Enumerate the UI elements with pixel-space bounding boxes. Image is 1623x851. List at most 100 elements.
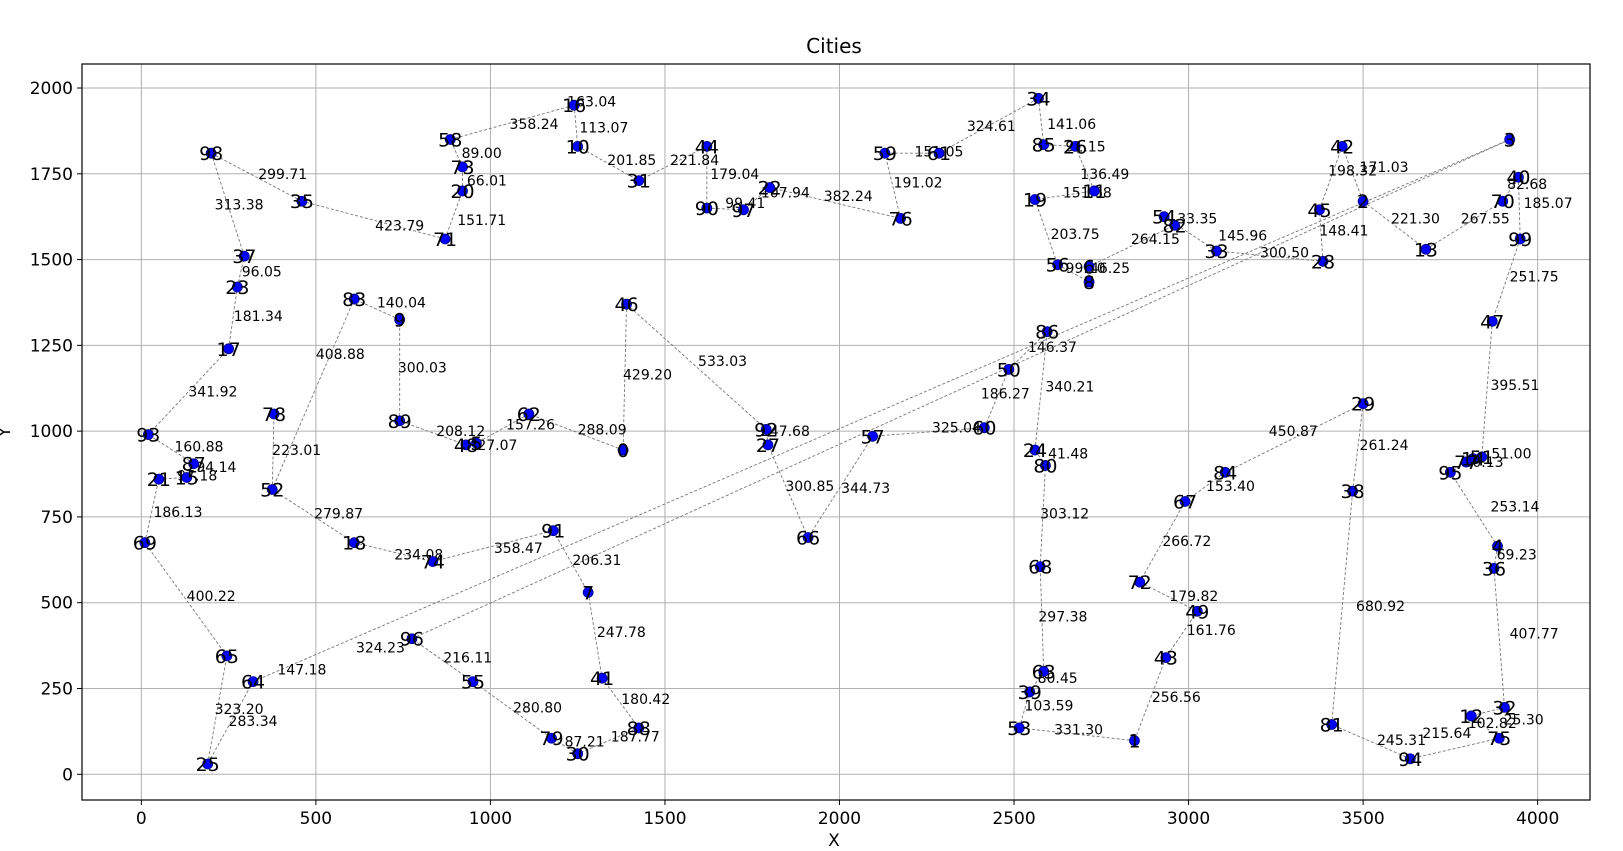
city-label: 28 (1311, 251, 1335, 273)
route-segment (1471, 715, 1500, 739)
city-point (1191, 605, 1203, 617)
city-label: 83 (342, 289, 366, 311)
city-label: 36 (1482, 558, 1506, 580)
distance-label: 185.07 (1524, 196, 1573, 212)
distance-label: 140.04 (377, 295, 426, 311)
city-label: 18 (342, 533, 366, 555)
distance-label: 216.11 (443, 651, 492, 667)
city-point (762, 439, 774, 451)
city-label: 31 (627, 171, 651, 193)
city-label: 50 (997, 359, 1021, 381)
city-point (633, 175, 645, 187)
city-label: 94 (1398, 749, 1422, 771)
city-point (1029, 194, 1041, 205)
city-label: 46 (614, 294, 638, 316)
city-label: 80 (1033, 455, 1057, 477)
y-tick-label: 1000 (30, 422, 73, 442)
city-point (572, 748, 584, 760)
distance-label: 358.24 (510, 117, 559, 133)
city-point (1326, 719, 1338, 730)
route-segment (601, 677, 640, 729)
distance-label: 145.96 (1218, 229, 1267, 245)
route-segment (450, 104, 575, 140)
route-segment (144, 479, 160, 543)
distance-label: 325.04 (932, 421, 981, 437)
city-point (1497, 195, 1509, 207)
city-point (457, 185, 468, 197)
city-point (1129, 735, 1140, 747)
city-point (1336, 140, 1348, 152)
chart-title: Cities (806, 34, 862, 58)
distance-label: 94.14 (196, 460, 236, 476)
city-label: 84 (1213, 462, 1237, 484)
city-label: 47 (1480, 311, 1504, 333)
city-point (1499, 701, 1510, 713)
y-tick-label: 1750 (30, 165, 73, 185)
city-point (439, 233, 451, 245)
distance-label: 331.30 (1054, 723, 1103, 739)
distance-label: 324.61 (967, 119, 1016, 135)
city-label: 3 (1504, 129, 1516, 151)
x-tick-label: 3500 (1341, 809, 1384, 829)
city-label: 71 (433, 229, 457, 251)
distance-label: 303.12 (1040, 506, 1089, 522)
distance-label: 147.18 (277, 663, 326, 679)
city-label: 25 (196, 754, 220, 776)
plot-frame (81, 63, 1591, 801)
city-points (139, 92, 1526, 770)
city-label: 52 (260, 479, 284, 501)
city-point (1034, 561, 1046, 573)
city-point (582, 587, 594, 598)
city-point (205, 147, 217, 159)
route-segment (210, 152, 303, 202)
distance-label: 46.25 (1090, 261, 1130, 277)
route-segment (1216, 250, 1324, 262)
city-label: 59 (873, 143, 897, 165)
city-label: 21 (147, 469, 171, 491)
city-point (1024, 686, 1036, 698)
city-point (1040, 460, 1051, 471)
route-segment (1074, 146, 1095, 192)
city-point (266, 484, 278, 495)
distance-label: 300.03 (398, 361, 447, 377)
route-segment (1319, 146, 1343, 210)
route-segment (272, 489, 355, 544)
city-label: 39 (1018, 682, 1042, 704)
city-label: 17 (217, 339, 241, 361)
y-tick-label: 1500 (30, 251, 73, 271)
route-segment (1319, 209, 1324, 262)
city-label: 26 (1063, 136, 1087, 158)
city-label: 62 (517, 404, 541, 426)
city-label: 24 (1023, 440, 1047, 462)
distance-label: 358.47 (494, 541, 543, 557)
city-point (978, 422, 990, 434)
city-label: 87 (182, 454, 206, 476)
city-label: 70 (1491, 191, 1515, 213)
city-label: 16 (562, 95, 586, 117)
city-label: 65 (215, 646, 239, 668)
distance-label: 407.77 (1510, 627, 1559, 643)
route-segment (1362, 200, 1427, 250)
city-label: 88 (627, 718, 651, 740)
city-label: 95 (1438, 462, 1462, 484)
city-point (1069, 140, 1081, 152)
y-tick-label: 500 (41, 594, 73, 614)
city-label: 20 (450, 181, 474, 203)
route-segment (983, 369, 1010, 428)
city-point (1038, 665, 1050, 677)
city-point (1179, 496, 1191, 507)
city-point (760, 424, 772, 435)
city-label: 32 (1492, 697, 1516, 719)
route-segment (706, 207, 744, 211)
distance-label: 215.64 (1422, 726, 1471, 742)
city-label: 63 (1032, 661, 1056, 683)
city-label: 34 (1026, 88, 1050, 110)
route-segment (1038, 98, 1045, 145)
city-point (1219, 466, 1231, 478)
distance-label: 341.92 (188, 385, 237, 401)
distance-label: 288.09 (578, 422, 627, 438)
city-point (867, 430, 879, 442)
distance-label: 179.04 (710, 167, 759, 183)
route-segment (432, 530, 554, 562)
route-segment (1225, 403, 1364, 473)
